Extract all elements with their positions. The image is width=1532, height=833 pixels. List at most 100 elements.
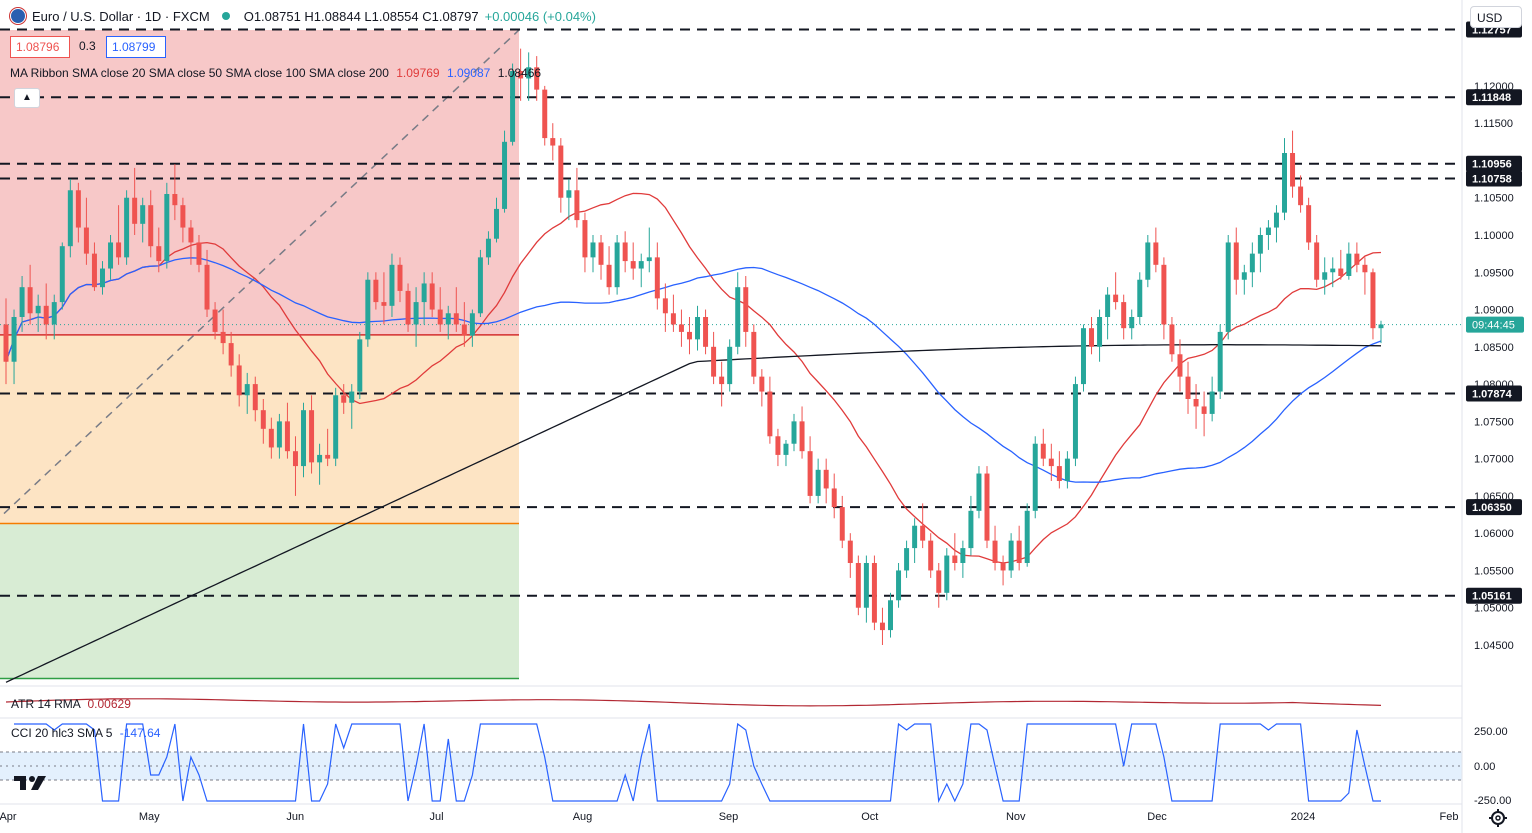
candle-body[interactable]: [325, 454, 331, 459]
candle-body[interactable]: [807, 451, 813, 496]
candle-body[interactable]: [847, 540, 853, 563]
currency-button[interactable]: USD: [1470, 6, 1522, 28]
candle-body[interactable]: [365, 279, 371, 340]
candle-body[interactable]: [260, 410, 266, 429]
candle-body[interactable]: [1330, 268, 1336, 273]
candle-body[interactable]: [1161, 264, 1167, 325]
candle-body[interactable]: [43, 305, 49, 325]
candle-body[interactable]: [727, 346, 733, 385]
candle-body[interactable]: [1217, 331, 1223, 392]
candle-body[interactable]: [928, 540, 934, 571]
candle-body[interactable]: [920, 525, 926, 541]
candle-body[interactable]: [413, 302, 419, 325]
candle-body[interactable]: [1169, 324, 1175, 355]
candle-body[interactable]: [888, 600, 893, 631]
candle-body[interactable]: [1129, 317, 1135, 329]
candle-body[interactable]: [1265, 227, 1271, 235]
candle-body[interactable]: [188, 227, 194, 243]
candle-body[interactable]: [494, 208, 499, 239]
candle-body[interactable]: [1298, 186, 1304, 206]
candle-body[interactable]: [775, 436, 781, 455]
level-price-tag[interactable]: [1466, 170, 1522, 187]
candle-body[interactable]: [1113, 294, 1119, 303]
level-price-tag[interactable]: [1466, 89, 1522, 106]
candle-body[interactable]: [678, 324, 684, 332]
candle-body[interactable]: [1314, 242, 1320, 280]
candle-body[interactable]: [1322, 272, 1328, 280]
candle-body[interactable]: [268, 428, 274, 448]
candle-body[interactable]: [389, 264, 395, 306]
candle-body[interactable]: [172, 194, 178, 206]
candle-body[interactable]: [896, 570, 902, 601]
candle-body[interactable]: [582, 220, 588, 258]
candle-body[interactable]: [381, 302, 387, 306]
candle-body[interactable]: [83, 227, 89, 254]
candle-body[interactable]: [695, 317, 701, 340]
candle-body[interactable]: [357, 339, 363, 392]
buy-price-box[interactable]: 1.08799: [106, 36, 166, 58]
ma-ribbon-legend[interactable]: MA Ribbon SMA close 20 SMA close 50 SMA …: [10, 66, 541, 80]
candle-body[interactable]: [622, 242, 628, 262]
level-price-tag[interactable]: [1466, 385, 1522, 402]
current-price-tag[interactable]: [1466, 316, 1524, 333]
candle-body[interactable]: [292, 451, 298, 467]
candle-body[interactable]: [116, 242, 122, 258]
candle-body[interactable]: [445, 313, 451, 325]
candle-body[interactable]: [992, 540, 998, 563]
candle-body[interactable]: [686, 331, 692, 340]
candle-body[interactable]: [751, 331, 757, 377]
candle-body[interactable]: [855, 563, 861, 608]
candle-body[interactable]: [1048, 458, 1054, 467]
candle-body[interactable]: [1105, 294, 1111, 317]
gear-icon[interactable]: [1488, 808, 1508, 828]
candle-body[interactable]: [124, 197, 130, 258]
candle-body[interactable]: [429, 283, 435, 310]
candle-body[interactable]: [735, 287, 741, 347]
candle-body[interactable]: [437, 309, 443, 325]
candle-body[interactable]: [670, 313, 676, 325]
candle-body[interactable]: [839, 507, 845, 541]
candle-body[interactable]: [1306, 205, 1312, 243]
symbol-title[interactable]: Euro / U.S. Dollar · 1D · FXCM: [32, 8, 210, 24]
candle-body[interactable]: [638, 261, 644, 269]
candle-body[interactable]: [1249, 253, 1255, 273]
candle-body[interactable]: [485, 238, 491, 258]
candle-body[interactable]: [606, 264, 612, 288]
cci-legend[interactable]: CCI 20 hlc3 SMA 5 -147.64: [11, 726, 160, 740]
candle-body[interactable]: [542, 89, 548, 139]
candle-body[interactable]: [244, 384, 250, 396]
candle-body[interactable]: [1000, 563, 1006, 571]
candle-body[interactable]: [1097, 317, 1103, 347]
level-price-tag[interactable]: [1466, 155, 1522, 172]
candle-body[interactable]: [11, 317, 17, 362]
candle-body[interactable]: [156, 246, 162, 262]
candle-body[interactable]: [518, 71, 524, 79]
candle-body[interactable]: [220, 331, 226, 344]
candle-body[interactable]: [276, 421, 282, 448]
candle-body[interactable]: [590, 242, 596, 258]
candle-body[interactable]: [1072, 384, 1078, 459]
candle-body[interactable]: [944, 555, 950, 593]
candle-body[interactable]: [67, 190, 73, 247]
candle-body[interactable]: [469, 313, 475, 336]
candle-body[interactable]: [1362, 264, 1368, 273]
candle-body[interactable]: [228, 343, 234, 366]
candle-body[interactable]: [984, 473, 990, 541]
candle-body[interactable]: [863, 563, 869, 608]
candle-body[interactable]: [301, 410, 307, 467]
candle-body[interactable]: [461, 324, 467, 336]
candle-body[interactable]: [831, 488, 837, 508]
candle-body[interactable]: [1233, 242, 1239, 280]
candle-body[interactable]: [212, 309, 218, 332]
candle-body[interactable]: [783, 443, 789, 455]
candle-body[interactable]: [1370, 272, 1376, 329]
candle-body[interactable]: [108, 242, 114, 269]
candle-body[interactable]: [3, 324, 9, 362]
candle-body[interactable]: [27, 287, 33, 314]
candle-body[interactable]: [879, 622, 885, 631]
candle-body[interactable]: [1024, 510, 1030, 563]
candle-body[interactable]: [51, 302, 57, 325]
tradingview-logo-icon[interactable]: [14, 774, 48, 792]
candle-body[interactable]: [164, 194, 170, 262]
